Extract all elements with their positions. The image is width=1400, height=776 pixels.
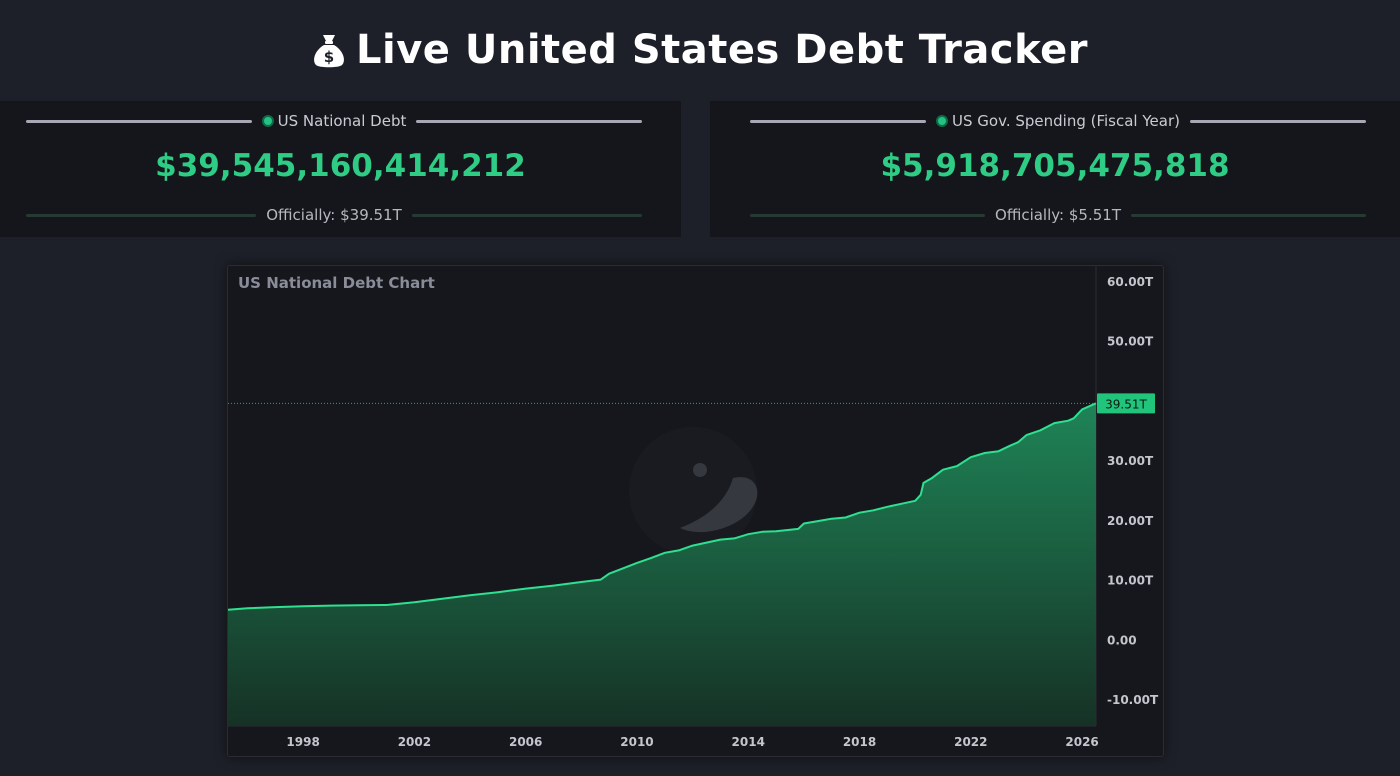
y-tick-label: 30.00T bbox=[1107, 454, 1154, 468]
y-tick-label: 10.00T bbox=[1107, 574, 1154, 588]
x-tick-label: 2014 bbox=[732, 735, 765, 749]
divider bbox=[1130, 213, 1366, 217]
gov-spending-card-header: US Gov. Spending (Fiscal Year) bbox=[750, 112, 1366, 130]
x-tick-label: 2006 bbox=[509, 735, 542, 749]
y-tick-label: 0.00 bbox=[1107, 633, 1137, 647]
live-dot-icon bbox=[936, 115, 949, 127]
current-value-badge bbox=[1097, 393, 1155, 414]
divider bbox=[411, 213, 643, 217]
watermark-logo-icon bbox=[629, 427, 758, 555]
x-tick-label: 2018 bbox=[843, 735, 876, 749]
debt-line bbox=[228, 402, 1097, 611]
divider bbox=[1189, 119, 1366, 123]
national-debt-label: US National Debt bbox=[261, 112, 407, 130]
chart-title: US National Debt Chart bbox=[238, 274, 435, 292]
x-tick-label: 2010 bbox=[620, 735, 653, 749]
gov-spending-official: Officially: $5.51T bbox=[995, 206, 1121, 224]
money-bag-icon: $ bbox=[314, 35, 344, 68]
live-dot-icon bbox=[261, 115, 274, 127]
gov-spending-label-text: US Gov. Spending (Fiscal Year) bbox=[952, 112, 1180, 130]
debt-chart[interactable]: 60.00T50.00T40.00T30.00T20.00T10.00T0.00… bbox=[227, 265, 1164, 757]
national-debt-value: $39,545,160,414,212 bbox=[155, 148, 526, 184]
x-tick-label: 2022 bbox=[954, 735, 987, 749]
y-tick-label: 20.00T bbox=[1107, 514, 1154, 528]
national-debt-label-text: US National Debt bbox=[277, 112, 407, 130]
y-tick-label: -10.00T bbox=[1107, 693, 1159, 707]
debt-chart-svg[interactable]: 60.00T50.00T40.00T30.00T20.00T10.00T0.00… bbox=[228, 266, 1165, 758]
national-debt-official: Officially: $39.51T bbox=[266, 206, 402, 224]
y-tick-label: 50.00T bbox=[1107, 335, 1154, 349]
gov-spending-label: US Gov. Spending (Fiscal Year) bbox=[936, 112, 1180, 130]
divider bbox=[26, 213, 257, 217]
divider bbox=[26, 119, 252, 123]
divider bbox=[750, 119, 927, 123]
gov-spending-value: $5,918,705,475,818 bbox=[880, 148, 1230, 184]
gov-spending-official-row: Officially: $5.51T bbox=[750, 206, 1366, 224]
current-value-label: 39.51T bbox=[1105, 397, 1147, 411]
page-header: $ Live United States Debt Tracker bbox=[0, 0, 1400, 100]
x-tick-label: 1998 bbox=[286, 735, 319, 749]
x-tick-label: 2026 bbox=[1065, 735, 1098, 749]
national-debt-official-row: Officially: $39.51T bbox=[26, 206, 643, 224]
y-tick-label: 60.00T bbox=[1107, 275, 1154, 289]
page-title: Live United States Debt Tracker bbox=[356, 27, 1088, 73]
divider bbox=[750, 213, 986, 217]
svg-text:$: $ bbox=[324, 48, 334, 66]
debt-area bbox=[228, 403, 1096, 726]
x-tick-label: 2002 bbox=[398, 735, 431, 749]
national-debt-card-header: US National Debt bbox=[26, 112, 643, 130]
divider bbox=[416, 119, 643, 123]
